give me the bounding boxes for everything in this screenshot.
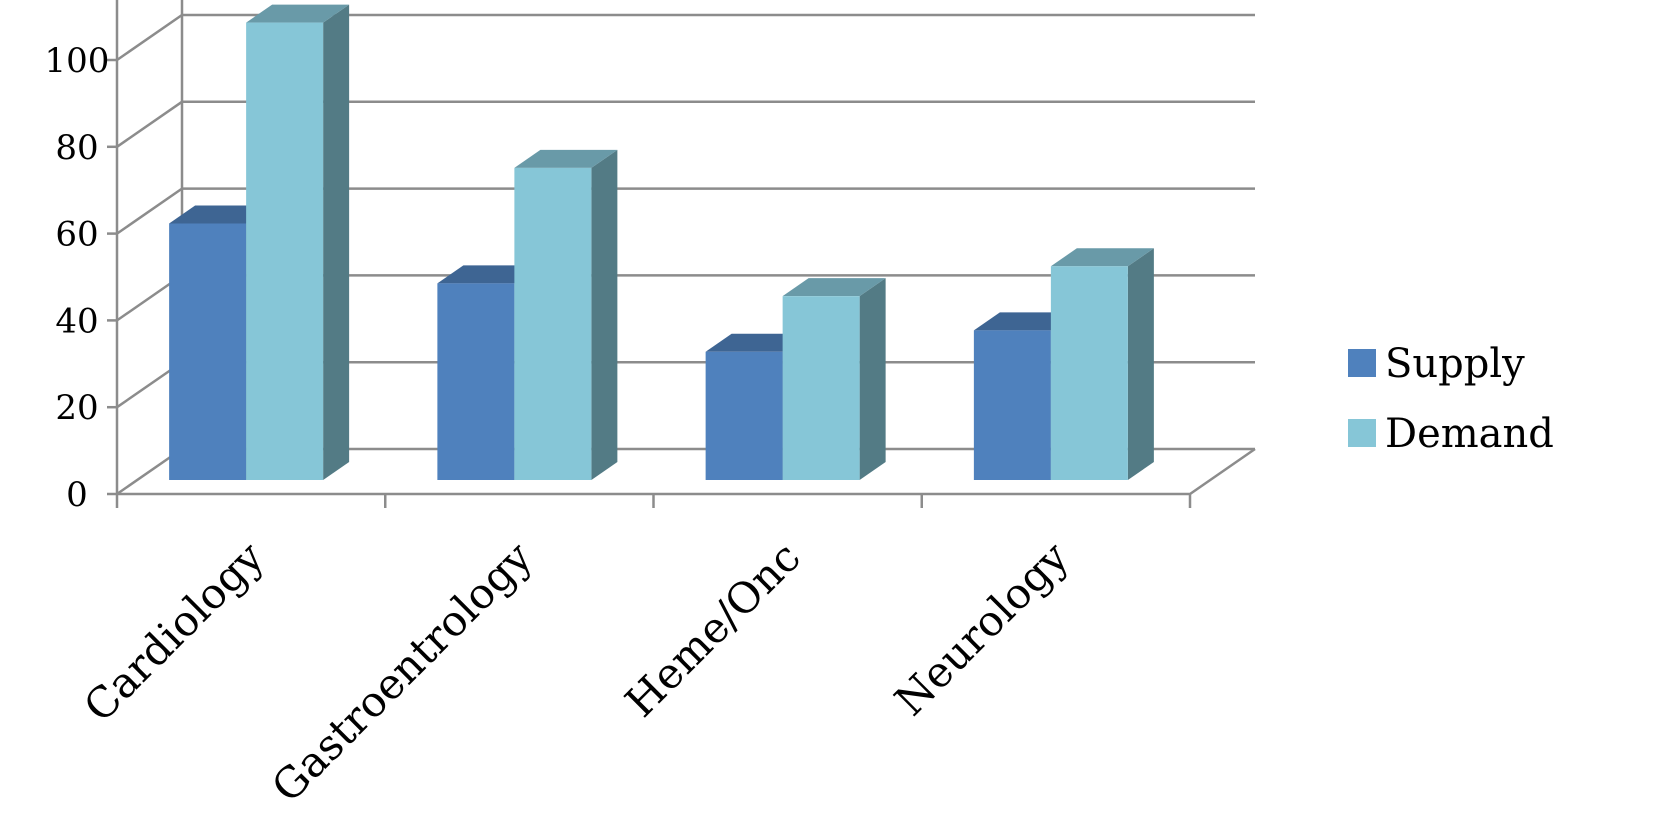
bar-front	[705, 351, 783, 480]
y-axis-tick-labels: 020406080100120	[45, 41, 110, 515]
bars	[169, 4, 1154, 481]
y-tick-label: 40	[55, 301, 98, 341]
bar-demand-gastroentrology	[514, 149, 618, 480]
legend-label-demand: Demand	[1385, 411, 1554, 457]
axes	[107, 0, 1256, 508]
y-tick-label: 100	[45, 41, 110, 81]
y-tick-label: 0	[66, 475, 88, 515]
bar-side	[323, 4, 350, 481]
bar-top	[246, 4, 350, 23]
bar-side	[591, 149, 618, 480]
legend-swatch-demand	[1348, 419, 1376, 447]
bar-demand-neurology	[1050, 248, 1154, 480]
x-category-label: Gastroentrology	[262, 532, 541, 811]
bar-top	[782, 278, 886, 297]
bar-top	[1050, 248, 1154, 267]
bar-front	[514, 167, 592, 480]
x-category-label: Heme/Onc	[616, 532, 810, 726]
y-tick-label: 80	[55, 128, 98, 168]
bar-front	[437, 283, 515, 480]
bar-front	[246, 22, 324, 481]
legend-swatch-supply	[1348, 349, 1376, 377]
y-tick-label: 20	[55, 388, 98, 428]
legend: Supply Demand	[1348, 341, 1554, 457]
bar-front	[169, 223, 247, 481]
bar-demand-hemeonc	[782, 278, 886, 480]
bar-front	[782, 296, 860, 480]
legend-label-supply: Supply	[1385, 341, 1525, 387]
bar-demand-cardiology	[246, 4, 350, 481]
bar-side	[859, 278, 886, 480]
bar-front	[973, 330, 1051, 480]
x-category-label: Cardiology	[74, 532, 273, 731]
bar-front	[1050, 266, 1128, 480]
y-tick-label: 60	[55, 215, 98, 255]
x-category-label: Neurology	[885, 532, 1078, 725]
bar-top	[514, 149, 618, 168]
bar-side	[1127, 248, 1154, 480]
